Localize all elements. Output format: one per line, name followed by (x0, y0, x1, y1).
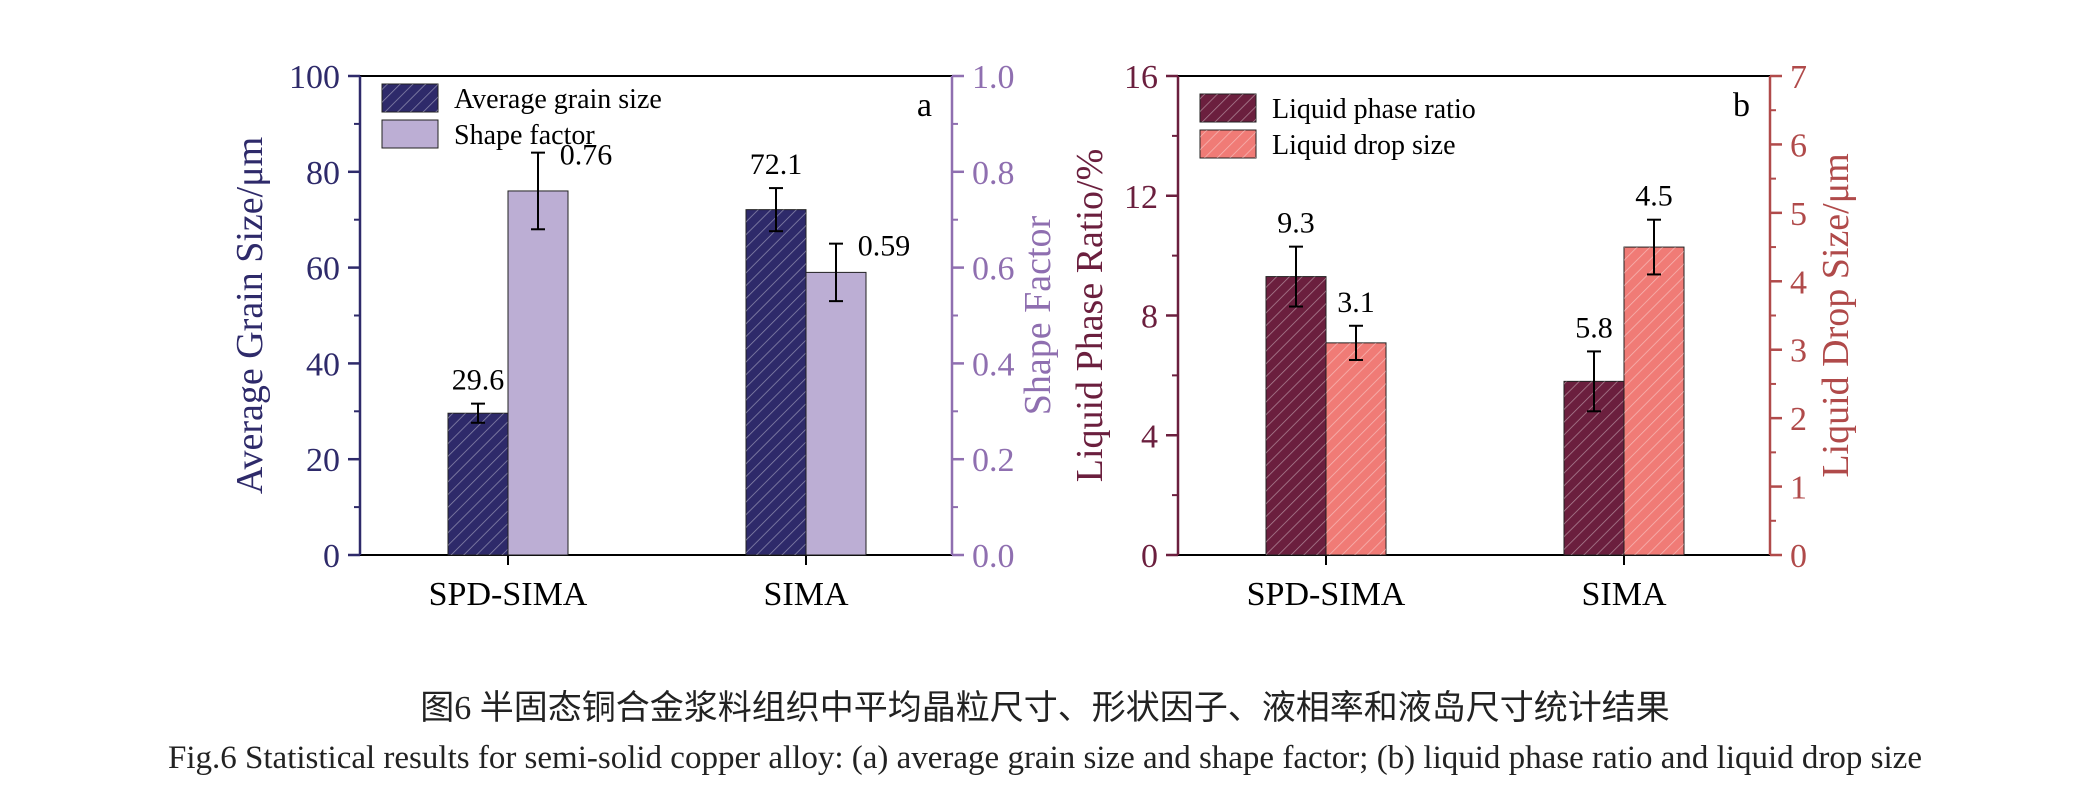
left-y-axis-title: Liquid Phase Ratio/% (1069, 149, 1111, 483)
legend-swatch-hatching (1200, 94, 1256, 122)
legend-label: Average grain size (454, 84, 662, 115)
chart-panel-a: 0 20 40 60 80 100 0.0 0.2 0.4 0.6 0.8 1.0 Average Gr… (229, 59, 1059, 613)
right-y-tick-label: 0 (1790, 538, 1807, 575)
right-y-tick-label: 0.0 (972, 538, 1015, 575)
figure-caption-english: Fig.6 Statistical results for semi-solid… (168, 740, 1922, 776)
x-tick-label: SIMA (763, 576, 848, 613)
figure-caption-chinese: 图6 半固态铜合金浆料组织中平均晶粒尺寸、形状因子、液相率和液岛尺寸统计结果 (420, 690, 1670, 727)
left-y-axis-title: Average Grain Size/μm (229, 137, 271, 494)
left-y-tick-label: 100 (289, 59, 340, 96)
right-y-tick-label: 2 (1790, 401, 1807, 438)
bar-hatching (1266, 276, 1326, 555)
bar-hatching (448, 413, 508, 555)
right-y-tick-label: 0.4 (972, 346, 1015, 383)
data-label: 4.5 (1635, 180, 1673, 213)
bar (805, 271, 867, 556)
left-y-tick-label: 60 (306, 251, 340, 288)
right-y-tick-label: 4 (1790, 264, 1807, 301)
right-y-tick-label: 5 (1790, 196, 1807, 233)
left-y-tick-label: 80 (306, 155, 340, 192)
legend-label: Liquid drop size (1272, 130, 1456, 161)
data-label: 29.6 (452, 364, 505, 397)
right-y-tick-label: 7 (1790, 59, 1807, 96)
legend-swatch (381, 119, 439, 149)
x-tick-label: SIMA (1581, 576, 1666, 613)
bar-hatching (746, 209, 806, 556)
bar (507, 190, 569, 556)
right-y-tick-label: 3 (1790, 333, 1807, 370)
x-tick-label: SPD-SIMA (429, 576, 588, 613)
bar-hatching (1326, 342, 1386, 555)
right-y-tick-label: 6 (1790, 127, 1807, 164)
right-y-tick-label: 0.2 (972, 442, 1015, 479)
data-label: 9.3 (1277, 207, 1315, 240)
data-label: 0.76 (560, 139, 613, 172)
legend-label: Liquid phase ratio (1272, 94, 1476, 125)
left-y-tick-label: 40 (306, 346, 340, 383)
left-y-tick-label: 0 (323, 538, 340, 575)
x-tick-label: SPD-SIMA (1247, 576, 1406, 613)
panel-label: b (1733, 87, 1750, 124)
legend-swatch-hatching (382, 84, 438, 112)
right-y-axis-title: Liquid Drop Size/μm (1815, 153, 1857, 477)
legend-label: Shape factor (454, 120, 595, 151)
panel-label: a (917, 87, 932, 124)
data-label: 3.1 (1337, 286, 1375, 319)
left-y-tick-label: 0 (1141, 538, 1158, 575)
right-y-tick-label: 1 (1790, 470, 1807, 507)
data-label: 72.1 (750, 148, 803, 181)
legend-swatch-hatching (1200, 130, 1256, 158)
bar-hatching (1624, 247, 1684, 556)
data-label: 5.8 (1575, 311, 1613, 344)
right-y-axis-title: Shape Factor (1017, 215, 1059, 415)
data-label: 0.59 (858, 230, 911, 263)
right-y-tick-label: 1.0 (972, 59, 1015, 96)
right-y-tick-label: 0.8 (972, 155, 1015, 192)
left-y-tick-label: 4 (1141, 418, 1158, 455)
left-y-tick-label: 20 (306, 442, 340, 479)
right-y-tick-label: 0.6 (972, 251, 1015, 288)
left-y-tick-label: 12 (1124, 179, 1158, 216)
left-y-tick-label: 16 (1124, 59, 1158, 96)
left-y-tick-label: 8 (1141, 299, 1158, 336)
